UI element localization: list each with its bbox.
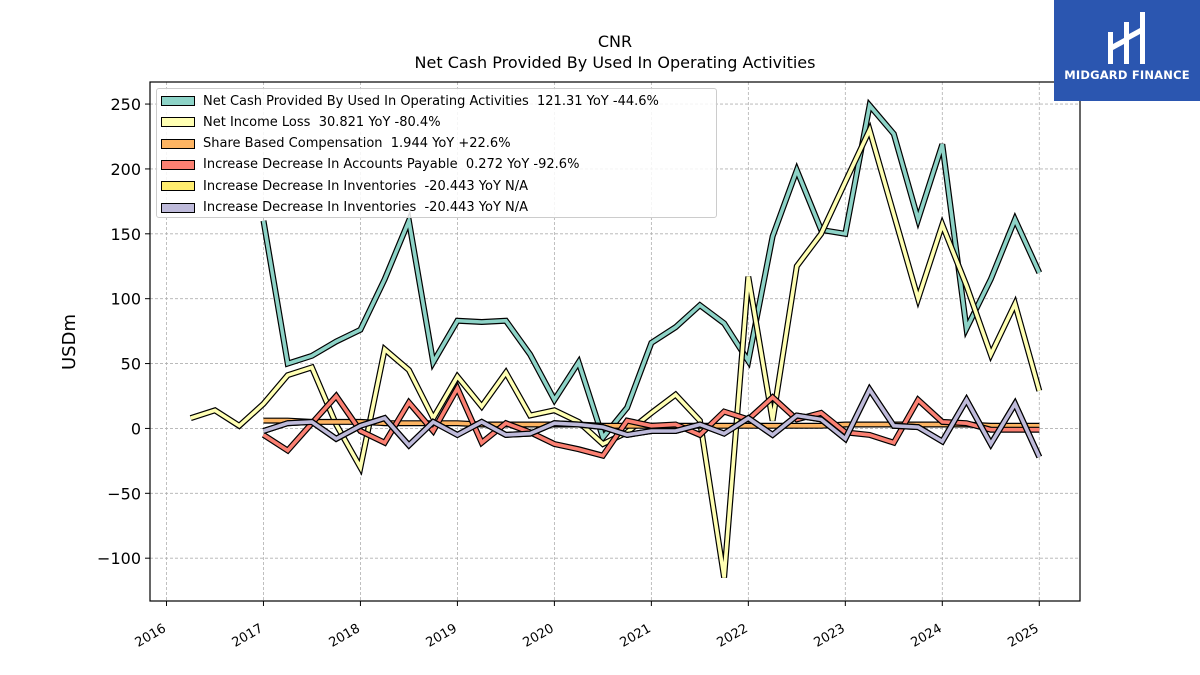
- x-tick-label: 2023: [811, 621, 847, 651]
- chart-legend: Net Cash Provided By Used In Operating A…: [156, 88, 717, 218]
- legend-item: Increase Decrease In Inventories -20.443…: [161, 177, 528, 195]
- legend-swatch: [161, 202, 195, 213]
- legend-swatch: [161, 159, 195, 170]
- legend-label: Increase Decrease In Inventories -20.443…: [203, 200, 529, 215]
- brand-logo: MIDGARD FINANCE: [1054, 0, 1200, 101]
- plot-frame: [149, 81, 1081, 602]
- y-tick-label: 50: [121, 355, 141, 374]
- chart-title: CNR: [598, 32, 632, 51]
- x-tick-label: 2019: [424, 621, 460, 651]
- y-tick-label: 250: [110, 95, 141, 114]
- x-tick-label: 2017: [230, 621, 266, 651]
- series-line-5: [262, 385, 1041, 458]
- x-tick-label: 2022: [715, 621, 751, 651]
- x-tick-label: 2021: [618, 621, 654, 651]
- series-line-0: [261, 101, 1041, 442]
- y-tick-label: 200: [110, 160, 141, 179]
- legend-label: Increase Decrease In Accounts Payable 0.…: [203, 157, 580, 173]
- logo-text: MIDGARD FINANCE: [1064, 68, 1190, 82]
- legend-item: Net Cash Provided By Used In Operating A…: [161, 92, 659, 110]
- y-tick-label: 0: [131, 419, 141, 438]
- legend-item: Net Income Loss 30.821 YoY -80.4%: [161, 113, 441, 131]
- x-tick-label: 2020: [521, 621, 557, 651]
- legend-swatch: [161, 181, 195, 192]
- legend-label: Share Based Compensation 1.944 YoY +22.6…: [203, 136, 511, 152]
- x-tick-label: 2016: [133, 621, 169, 651]
- y-tick-label: −100: [97, 549, 141, 568]
- chart-subtitle: Net Cash Provided By Used In Operating A…: [415, 53, 816, 72]
- y-tick-label: −50: [107, 484, 141, 503]
- legend-item: Share Based Compensation 1.944 YoY +22.6…: [161, 135, 511, 153]
- legend-label: Net Income Loss 30.821 YoY -80.4%: [203, 114, 441, 130]
- y-tick-label: 100: [110, 290, 141, 309]
- legend-swatch: [161, 117, 195, 128]
- legend-swatch: [161, 138, 195, 149]
- y-axis-label: USDm: [59, 314, 80, 370]
- legend-label: Net Cash Provided By Used In Operating A…: [203, 93, 659, 109]
- midgard-logo-icon: [1108, 12, 1145, 64]
- series-layer: [189, 98, 1043, 579]
- legend-swatch: [161, 96, 195, 106]
- x-tick-label: 2018: [327, 621, 363, 651]
- legend-item: Increase Decrease In Inventories -20.443…: [161, 199, 528, 217]
- legend-item: Increase Decrease In Accounts Payable 0.…: [161, 156, 579, 174]
- y-tick-label: 150: [110, 225, 141, 244]
- x-tick-label: 2024: [908, 621, 944, 651]
- x-tick-label: 2025: [1005, 621, 1041, 651]
- legend-label: Increase Decrease In Inventories -20.443…: [203, 178, 529, 194]
